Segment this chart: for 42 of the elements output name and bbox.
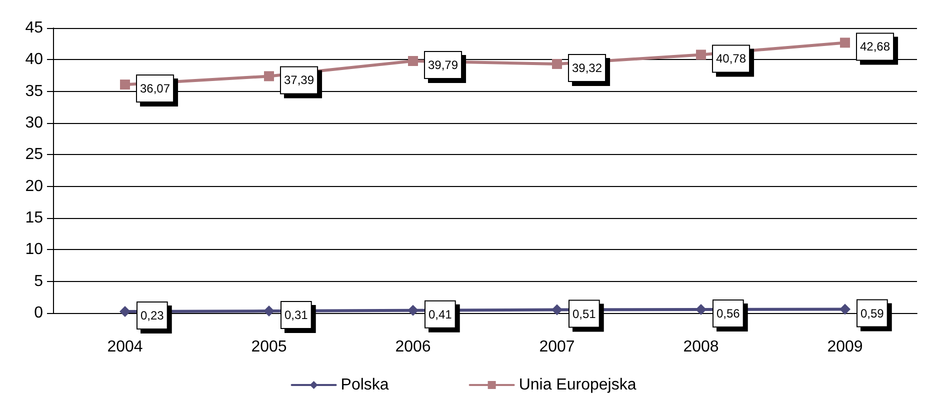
point: [840, 38, 850, 48]
data-label: 0,51: [572, 306, 596, 321]
y-tick-label: 25: [25, 146, 44, 164]
point: [552, 304, 562, 316]
point: [696, 304, 706, 315]
data-label: 36,07: [140, 82, 170, 96]
x-tick-label: 2006: [395, 338, 431, 356]
y-tick-label: 45: [25, 20, 44, 36]
point: [120, 306, 130, 318]
y-tick-label: 10: [25, 241, 44, 258]
point: [264, 71, 274, 82]
point: [408, 56, 418, 66]
y-tick-label: 5: [34, 272, 44, 290]
data-label: 42,68: [860, 40, 890, 54]
x-tick-label: 2007: [539, 338, 575, 356]
point: [552, 58, 562, 69]
x-tick-label: 2009: [827, 338, 863, 356]
y-tick-label: 30: [25, 114, 44, 132]
data-label: 0,56: [716, 306, 740, 320]
data-label: 0,59: [860, 306, 884, 320]
point: [264, 306, 274, 317]
y-tick-label: 40: [25, 51, 44, 68]
x-tick-label: 2005: [251, 338, 287, 356]
x-tick-label: 2008: [683, 338, 719, 356]
data-label: 39,32: [572, 60, 602, 75]
data-label: 40,78: [716, 52, 746, 66]
y-tick-label: 15: [25, 210, 44, 226]
y-tick-label: 0: [34, 304, 44, 322]
legend-label: Unia Europejska: [518, 376, 636, 394]
y-tick-label: 35: [25, 82, 44, 100]
point: [696, 50, 706, 60]
point: [408, 304, 418, 316]
data-label: 39,79: [428, 58, 458, 72]
data-label: 0,31: [284, 308, 308, 322]
point: [840, 304, 850, 315]
y-tick-label: 20: [25, 178, 44, 195]
data-label: 0,41: [428, 307, 452, 322]
point: [120, 80, 130, 90]
x-tick-label: 2004: [107, 338, 143, 356]
legend-label: Polska: [340, 376, 389, 394]
data-label: 0,23: [140, 308, 164, 323]
data-label: 37,39: [284, 73, 314, 88]
